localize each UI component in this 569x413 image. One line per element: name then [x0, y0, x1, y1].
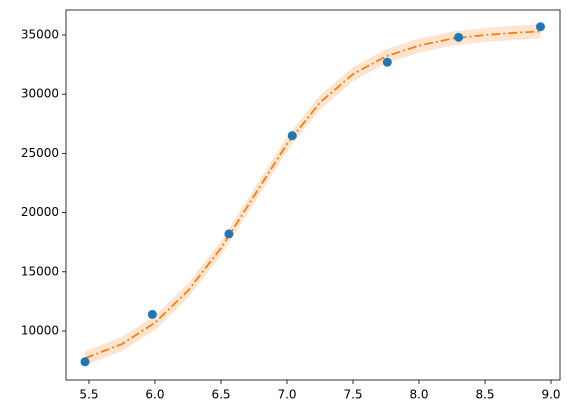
y-tick-label: 35000 — [21, 27, 59, 41]
data-point — [454, 32, 464, 42]
plot-frame — [65, 9, 561, 381]
fit-line — [84, 30, 541, 360]
data-point — [382, 57, 392, 67]
data-point — [80, 357, 90, 367]
x-tick-label: 8.0 — [409, 388, 428, 402]
y-tick-label: 30000 — [21, 87, 59, 101]
y-tick-label: 15000 — [21, 264, 59, 278]
y-tick-label: 20000 — [21, 205, 59, 219]
y-tick-label: 25000 — [21, 146, 59, 160]
x-tick-label: 9.0 — [541, 388, 560, 402]
x-tick-label: 6.5 — [211, 388, 230, 402]
confidence-band — [85, 24, 541, 366]
data-point — [147, 309, 157, 319]
data-point — [535, 22, 545, 32]
data-point — [224, 229, 234, 239]
data-point — [287, 131, 297, 141]
x-tick-label: 7.0 — [277, 388, 296, 402]
x-tick-label: 8.5 — [475, 388, 494, 402]
x-tick-label: 7.5 — [343, 388, 362, 402]
x-tick-label: 6.0 — [145, 388, 164, 402]
x-tick-label: 5.5 — [79, 388, 98, 402]
y-tick-label: 10000 — [21, 324, 59, 338]
